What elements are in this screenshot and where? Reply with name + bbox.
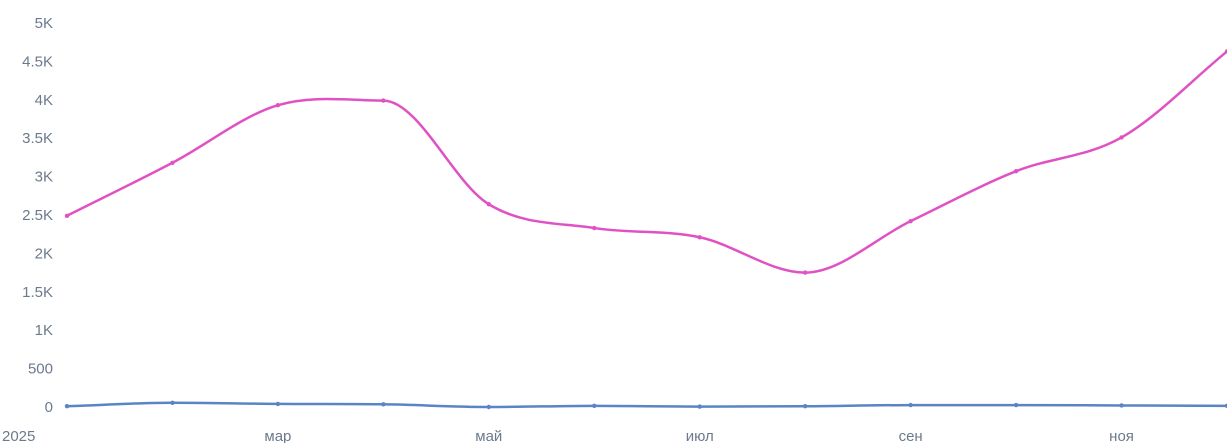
x-tick-label: сен	[899, 428, 923, 443]
data-point	[908, 402, 913, 408]
y-tick-label: 2.5K	[22, 207, 53, 224]
data-point	[275, 401, 281, 407]
x-tick-label: июл	[686, 428, 714, 443]
series-line-1	[65, 50, 1227, 274]
data-point	[64, 213, 70, 218]
data-point	[1013, 402, 1019, 408]
x-tick-label: 2025	[2, 428, 35, 443]
data-point	[802, 270, 808, 275]
data-point	[592, 403, 597, 409]
y-tick-label: 4K	[35, 92, 53, 109]
data-point	[1119, 403, 1124, 408]
data-point	[1224, 49, 1227, 54]
data-point	[592, 225, 597, 231]
x-axis-ticks: 2025 мар май июл сен ноя	[2, 428, 1134, 443]
y-tick-label: 1.5K	[22, 284, 53, 301]
x-tick-label: мар	[264, 428, 291, 443]
data-point	[802, 404, 808, 409]
data-point	[381, 402, 386, 407]
data-point	[908, 218, 913, 224]
data-point	[697, 404, 702, 409]
data-point	[486, 202, 492, 207]
series-lines	[64, 49, 1227, 410]
y-tick-label: 3.5K	[22, 130, 53, 147]
data-point	[1224, 403, 1227, 409]
data-point	[170, 400, 175, 405]
x-tick-label: май	[475, 428, 502, 443]
data-point	[381, 98, 386, 103]
data-point	[1119, 135, 1124, 140]
data-point	[64, 404, 70, 409]
data-point	[1013, 169, 1019, 174]
data-point	[697, 235, 702, 240]
y-tick-label: 0	[45, 399, 53, 416]
y-tick-label: 500	[28, 361, 53, 378]
y-tick-label: 3K	[35, 169, 53, 186]
y-axis-ticks: 0 500 1K 1.5K 2K 2.5K 3K 3.5K 4K 4.5K 5K	[22, 15, 53, 416]
y-tick-label: 4.5K	[22, 53, 53, 70]
data-point	[486, 404, 492, 410]
y-tick-label: 5K	[35, 15, 53, 32]
y-tick-label: 2K	[35, 245, 53, 262]
x-tick-label: ноя	[1109, 428, 1134, 443]
series-line-2	[65, 401, 1227, 409]
y-tick-label: 1K	[35, 322, 53, 339]
data-point	[275, 102, 281, 108]
data-point	[170, 160, 175, 165]
